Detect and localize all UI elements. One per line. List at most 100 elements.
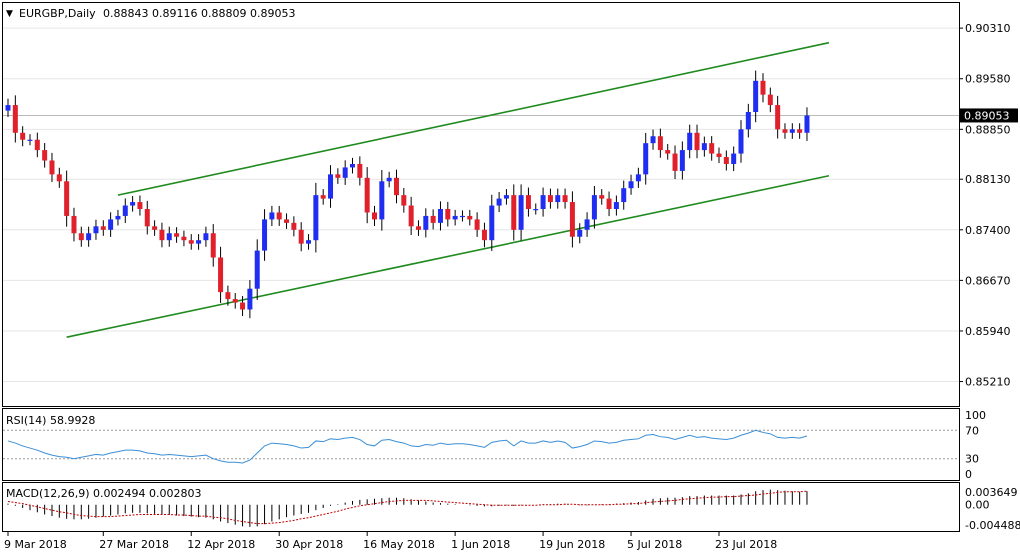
candle-body — [291, 222, 297, 230]
rsi-levels — [3, 429, 959, 460]
date-axis: 9 Mar 2018 27 Mar 2018 12 Apr 2018 30 Apr 2… — [4, 532, 777, 551]
candle-body — [78, 233, 84, 241]
candle-body — [731, 153, 737, 164]
price-tick-label: 0.87400 — [965, 224, 1011, 237]
chart-ohlc: 0.88843 0.89116 0.88809 0.89053 — [103, 7, 295, 20]
macd-tick-label: 0.00 — [965, 499, 990, 512]
price-tick-label: 0.85940 — [965, 325, 1011, 338]
candle-body — [64, 181, 70, 216]
macd-tick-label: 0.003649 — [965, 486, 1018, 499]
rsi-series — [7, 429, 808, 464]
date-tick-label: 1 Jun 2018 — [451, 538, 510, 551]
candles — [5, 70, 810, 319]
rsi-label: RSI(14) 58.9928 — [6, 414, 95, 427]
candle-body — [203, 233, 209, 241]
price-tick-label: 0.85210 — [965, 376, 1011, 389]
price-panel-frame — [2, 2, 960, 407]
candle-body — [335, 174, 341, 178]
date-tick-label: 12 Apr 2018 — [187, 538, 255, 551]
price-tick-label: 0.90310 — [965, 22, 1011, 35]
candle-body — [540, 195, 546, 210]
rsi-tick-label: 0 — [965, 468, 972, 481]
candle-body — [100, 226, 106, 230]
candle-body — [452, 215, 458, 220]
candle-body — [716, 153, 722, 158]
candle-body — [159, 229, 165, 241]
rsi-axis: 100 70 30 0 — [965, 409, 986, 481]
candle-body — [738, 129, 744, 154]
candle-body — [240, 302, 246, 310]
candle-body — [181, 236, 187, 241]
candle-body — [71, 215, 77, 234]
candle-body — [628, 181, 634, 189]
candle-body — [408, 205, 414, 227]
candle-body — [804, 115, 810, 133]
candle-body — [34, 139, 40, 151]
candle-body — [423, 215, 429, 230]
macd-tick-label: -0.004488 — [965, 519, 1020, 532]
date-tick-label: 27 Mar 2018 — [99, 538, 169, 551]
candle-body — [672, 153, 678, 171]
current-price-marker: 0.89053 — [960, 108, 1018, 123]
candle-body — [599, 195, 605, 199]
chart-symbol: EURGBP,Daily — [19, 7, 96, 20]
candle-body — [276, 212, 282, 220]
rsi-tick-label: 100 — [965, 409, 986, 422]
candle-body — [687, 132, 693, 151]
candle-body — [767, 94, 773, 106]
price-axis: 0.90310 0.89580 0.88850 0.88130 0.87400 0.866… — [959, 22, 1011, 389]
candle-body — [49, 160, 55, 175]
candle-body — [445, 209, 451, 220]
candle-body — [393, 177, 399, 196]
candle-body — [694, 132, 700, 151]
candle-body — [621, 188, 627, 203]
candle-body — [313, 195, 319, 241]
candle-body — [254, 250, 260, 289]
candle-body — [489, 205, 495, 241]
candle-body — [415, 226, 421, 230]
candle-body — [350, 163, 356, 168]
candle-body — [144, 209, 150, 227]
candle-body — [591, 195, 597, 220]
candle-body — [584, 219, 590, 230]
price-tick-label: 0.89580 — [965, 73, 1011, 86]
candle-body — [357, 163, 363, 178]
date-tick-label: 5 Jul 2018 — [627, 538, 682, 551]
candle-body — [723, 157, 729, 164]
candle-body — [496, 198, 502, 206]
candle-body — [555, 195, 561, 203]
title-caret-icon: ▼ — [6, 9, 13, 19]
price-tick-label: 0.88850 — [965, 123, 1011, 136]
candle-body — [372, 212, 377, 220]
candle-body — [679, 150, 685, 171]
candle-body — [760, 80, 766, 95]
candle-body — [152, 226, 158, 230]
candle-body — [12, 105, 18, 133]
candle-body — [210, 233, 216, 258]
candle-body — [569, 202, 575, 237]
macd-signal-line — [7, 490, 808, 525]
candle-body — [753, 80, 759, 112]
price-tick-label: 0.88130 — [965, 173, 1011, 186]
candle-body — [196, 240, 202, 244]
candle-body — [379, 181, 385, 220]
candle-body — [225, 292, 231, 300]
macd-label: MACD(12,26,9) 0.002494 0.002803 — [6, 487, 202, 500]
candle-body — [503, 195, 509, 199]
candle-body — [93, 226, 99, 234]
current-price-label: 0.89053 — [964, 109, 1010, 122]
candle-body — [643, 143, 649, 175]
macd-signal-series — [7, 490, 808, 525]
candle-body — [115, 215, 121, 220]
rsi-panel-frame — [2, 408, 960, 481]
candle-body — [459, 215, 465, 218]
candle-body — [284, 219, 290, 223]
rsi-tick-label: 70 — [965, 424, 979, 437]
candle-body — [474, 219, 480, 230]
candle-body — [328, 174, 334, 199]
candle-body — [386, 177, 392, 182]
date-tick-label: 16 May 2018 — [363, 538, 435, 551]
candle-body — [20, 132, 26, 140]
candle-body — [606, 198, 612, 210]
